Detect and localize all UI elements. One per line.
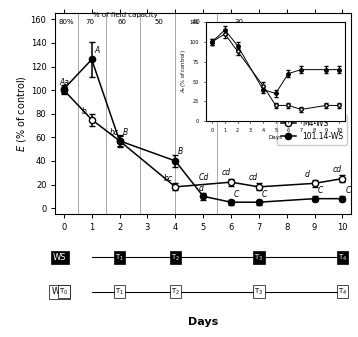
Text: T$_2$: T$_2$ <box>171 287 180 297</box>
Legend: M4-WS, 101.14-WS: M4-WS, 101.14-WS <box>277 115 347 145</box>
Text: C: C <box>318 186 323 195</box>
Text: cd: cd <box>249 173 258 182</box>
Text: WS: WS <box>53 253 67 262</box>
Text: d: d <box>199 184 204 193</box>
Text: 40: 40 <box>192 19 200 25</box>
Text: T$_1$: T$_1$ <box>115 287 124 297</box>
Text: 60: 60 <box>118 19 127 25</box>
Text: C: C <box>345 186 350 195</box>
Text: C: C <box>262 190 267 198</box>
Text: T$_3$: T$_3$ <box>254 287 263 297</box>
Text: T$_2$: T$_2$ <box>171 252 180 263</box>
Text: % of field capacity: % of field capacity <box>93 12 158 18</box>
Text: cd: cd <box>221 168 231 177</box>
Text: bc: bc <box>110 128 119 137</box>
Text: 30: 30 <box>235 19 244 25</box>
Text: B: B <box>122 128 127 137</box>
Text: T$_1$: T$_1$ <box>115 252 124 263</box>
Text: bc: bc <box>164 174 173 183</box>
Text: T$_4$: T$_4$ <box>338 252 347 263</box>
Y-axis label: $E$ (% of control): $E$ (% of control) <box>15 75 28 152</box>
Text: d: d <box>305 170 310 179</box>
Text: cd: cd <box>333 165 342 174</box>
Text: 80%: 80% <box>59 19 74 25</box>
Text: Days: Days <box>188 317 218 327</box>
Text: 70: 70 <box>86 19 95 25</box>
Text: 50: 50 <box>154 19 163 25</box>
Y-axis label: $A_n$(% of control): $A_n$(% of control) <box>179 50 188 93</box>
Text: T$_4$: T$_4$ <box>338 287 347 297</box>
Text: b: b <box>82 107 87 116</box>
X-axis label: Days: Days <box>269 135 282 140</box>
Text: T$_0$: T$_0$ <box>59 287 68 297</box>
Text: Cd: Cd <box>199 173 209 182</box>
Text: A: A <box>95 46 100 55</box>
Text: Aa: Aa <box>60 78 69 87</box>
Text: WW: WW <box>52 287 68 296</box>
Text: B: B <box>178 147 183 156</box>
Text: T$_3$: T$_3$ <box>254 252 263 263</box>
Text: C: C <box>234 190 239 198</box>
